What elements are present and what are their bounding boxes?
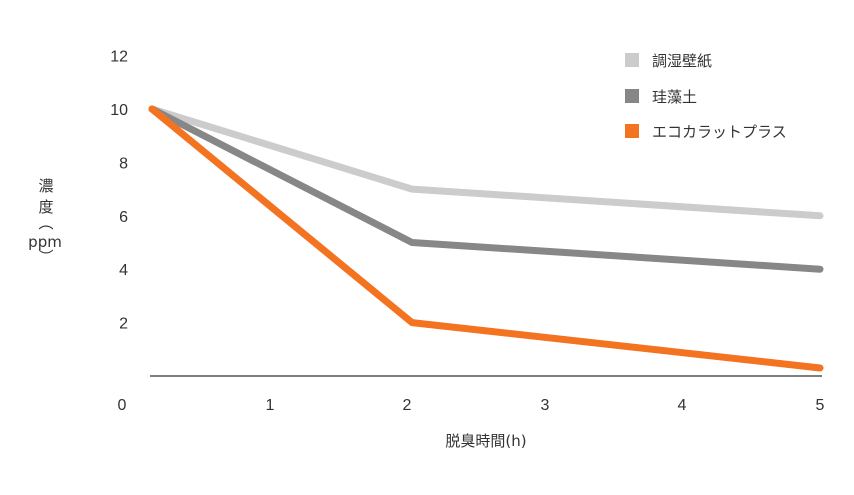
x-tick-label: 2	[403, 397, 412, 414]
svg-text:ppm: ppm	[28, 233, 62, 251]
y-tick-label: 12	[110, 49, 128, 66]
legend-swatch-1	[625, 53, 639, 67]
svg-text:濃: 濃	[38, 177, 53, 195]
legend-label-3: エコカラットプラス	[652, 123, 787, 141]
y-tick-label: 10	[110, 102, 128, 119]
series-line-1	[148, 105, 824, 220]
y-tick-label: 8	[119, 155, 128, 172]
legend-label-2: 珪藻土	[652, 88, 697, 106]
x-tick-label: 0	[118, 397, 127, 414]
y-tick-label: 6	[119, 209, 128, 226]
legend-swatch-2	[625, 89, 639, 103]
series-line-2	[148, 105, 824, 273]
legend-swatch-3	[625, 124, 639, 138]
x-tick-label: 5	[816, 397, 825, 414]
series-line-3	[148, 105, 824, 372]
series-lines	[148, 105, 824, 372]
x-axis-title: 脱臭時間(h)	[445, 432, 526, 450]
y-tick-label: 2	[119, 316, 128, 333]
y-tick-labels: 2 4 6 8 10 12	[110, 49, 128, 333]
x-tick-label: 4	[678, 397, 687, 414]
y-axis-title: 濃 度 ︵ ppm ︶	[28, 177, 62, 266]
svg-text:度: 度	[38, 198, 53, 216]
svg-text:︶: ︶	[38, 248, 53, 266]
x-tick-label: 3	[541, 397, 550, 414]
x-tick-label: 1	[266, 397, 275, 414]
x-tick-labels: 0 1 2 3 4 5	[118, 397, 825, 414]
y-tick-label: 4	[119, 262, 128, 279]
svg-text:︵: ︵	[38, 214, 53, 232]
legend-label-1: 調湿壁紙	[652, 52, 712, 70]
